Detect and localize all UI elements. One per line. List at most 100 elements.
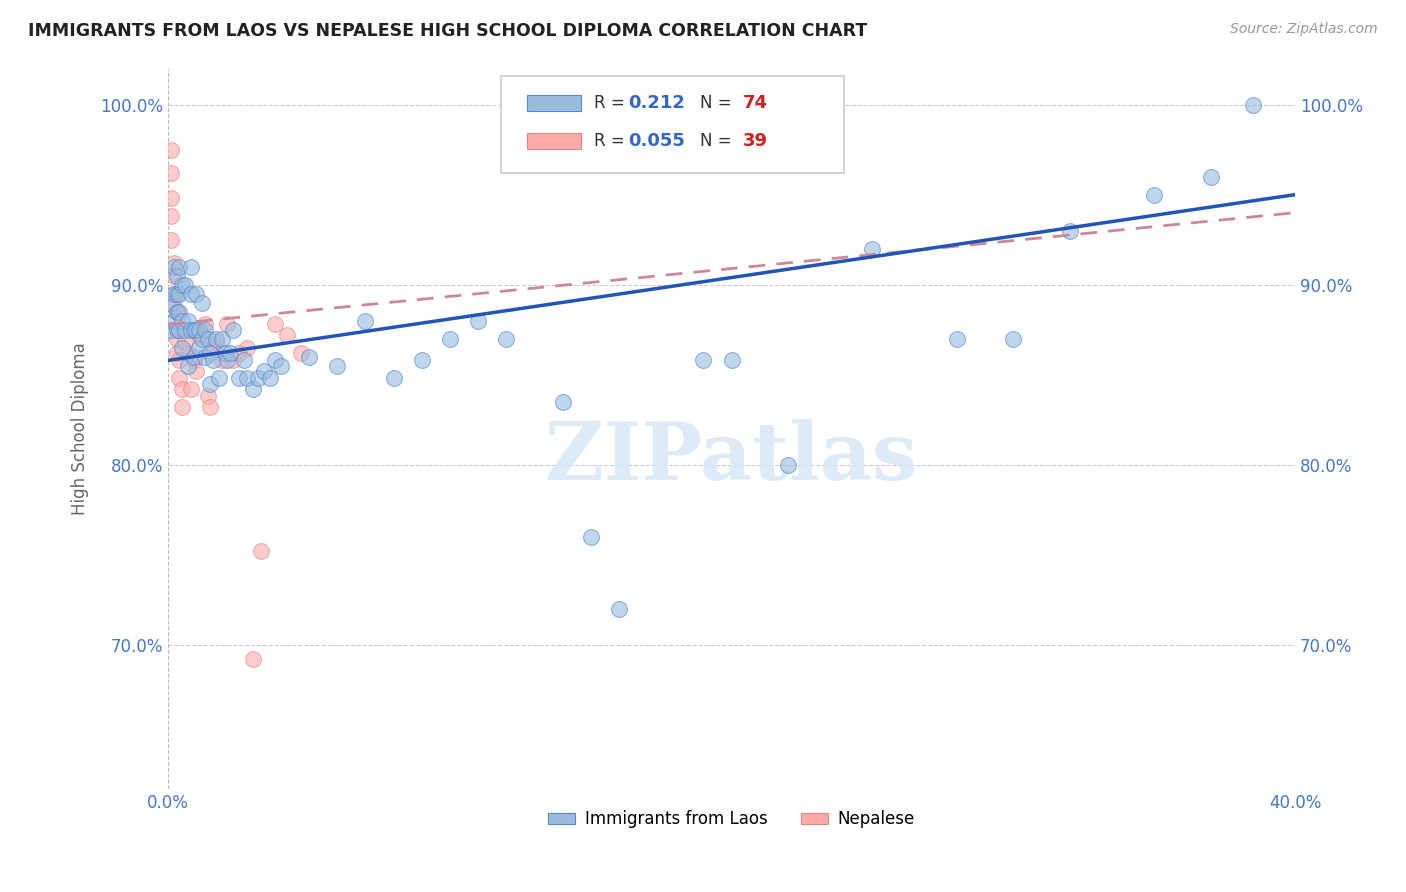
Point [354, 314, 377, 328]
Text: 0.055: 0.055 [628, 132, 685, 150]
Bar [526, 95, 581, 111]
Point [191, 328, 214, 343]
Text: 74: 74 [742, 95, 768, 112]
Point [188, 323, 211, 337]
Point [290, 346, 312, 360]
Point [411, 353, 433, 368]
Point [183, 350, 205, 364]
Point [776, 458, 799, 472]
Point [177, 314, 200, 328]
Point [217, 318, 239, 332]
Legend: Immigrants from Laos, Nepalese: Immigrants from Laos, Nepalese [541, 804, 921, 835]
Point [264, 318, 287, 332]
Point [214, 346, 236, 360]
Point [1143, 187, 1166, 202]
Point [259, 371, 281, 385]
Point [439, 332, 461, 346]
Point [233, 353, 256, 368]
Point [191, 332, 214, 346]
Point [177, 359, 200, 373]
Point [160, 295, 183, 310]
Point [163, 286, 186, 301]
Point [166, 332, 188, 346]
Point [160, 143, 183, 157]
Point [188, 341, 211, 355]
Point [326, 359, 349, 373]
Text: IMMIGRANTS FROM LAOS VS NEPALESE HIGH SCHOOL DIPLOMA CORRELATION CHART: IMMIGRANTS FROM LAOS VS NEPALESE HIGH SC… [28, 22, 868, 40]
Point [247, 371, 270, 385]
Point [163, 299, 186, 313]
Point [166, 305, 188, 319]
Point [166, 323, 188, 337]
Point [200, 346, 222, 360]
Point [166, 305, 188, 319]
Point [194, 350, 217, 364]
Point [202, 353, 225, 368]
Point [197, 332, 219, 346]
Point [579, 530, 602, 544]
Point [1241, 97, 1264, 112]
Point [194, 323, 217, 337]
Text: N =: N = [700, 132, 737, 150]
Point [172, 382, 194, 396]
Point [177, 346, 200, 360]
Point [172, 314, 194, 328]
Point [180, 382, 202, 396]
Point [862, 242, 884, 256]
Point [200, 376, 222, 391]
Point [169, 305, 191, 319]
Point [174, 323, 197, 337]
Point [166, 268, 188, 283]
Point [172, 341, 194, 355]
Point [242, 382, 264, 396]
Point [186, 323, 208, 337]
Point [242, 652, 264, 666]
Point [551, 394, 574, 409]
Point [720, 353, 742, 368]
Point [607, 602, 630, 616]
Point [208, 371, 231, 385]
Point [946, 332, 969, 346]
Point [169, 353, 191, 368]
Text: R =: R = [595, 132, 630, 150]
Point [188, 328, 211, 343]
Point [692, 353, 714, 368]
Point [163, 286, 186, 301]
FancyBboxPatch shape [501, 76, 844, 173]
Point [160, 166, 183, 180]
Point [163, 256, 186, 270]
Point [197, 389, 219, 403]
Point [183, 353, 205, 368]
Point [169, 323, 191, 337]
Text: R =: R = [595, 95, 630, 112]
Point [160, 323, 183, 337]
Point [169, 371, 191, 385]
Point [219, 346, 242, 360]
Point [160, 191, 183, 205]
Point [205, 332, 228, 346]
Point [222, 323, 245, 337]
Point [180, 286, 202, 301]
Text: 39: 39 [742, 132, 768, 150]
Point [186, 364, 208, 378]
Point [264, 353, 287, 368]
Point [250, 544, 273, 558]
Point [222, 353, 245, 368]
Point [180, 260, 202, 274]
Point [211, 332, 233, 346]
Point [160, 233, 183, 247]
Point [166, 286, 188, 301]
Point [495, 332, 517, 346]
Point [194, 318, 217, 332]
Y-axis label: High School Diploma: High School Diploma [72, 343, 89, 516]
Point [276, 328, 298, 343]
Point [166, 346, 188, 360]
Point [228, 371, 250, 385]
Point [228, 346, 250, 360]
Point [174, 277, 197, 292]
Point [211, 353, 233, 368]
Point [200, 401, 222, 415]
Point [186, 286, 208, 301]
Point [382, 371, 405, 385]
Point [169, 286, 191, 301]
